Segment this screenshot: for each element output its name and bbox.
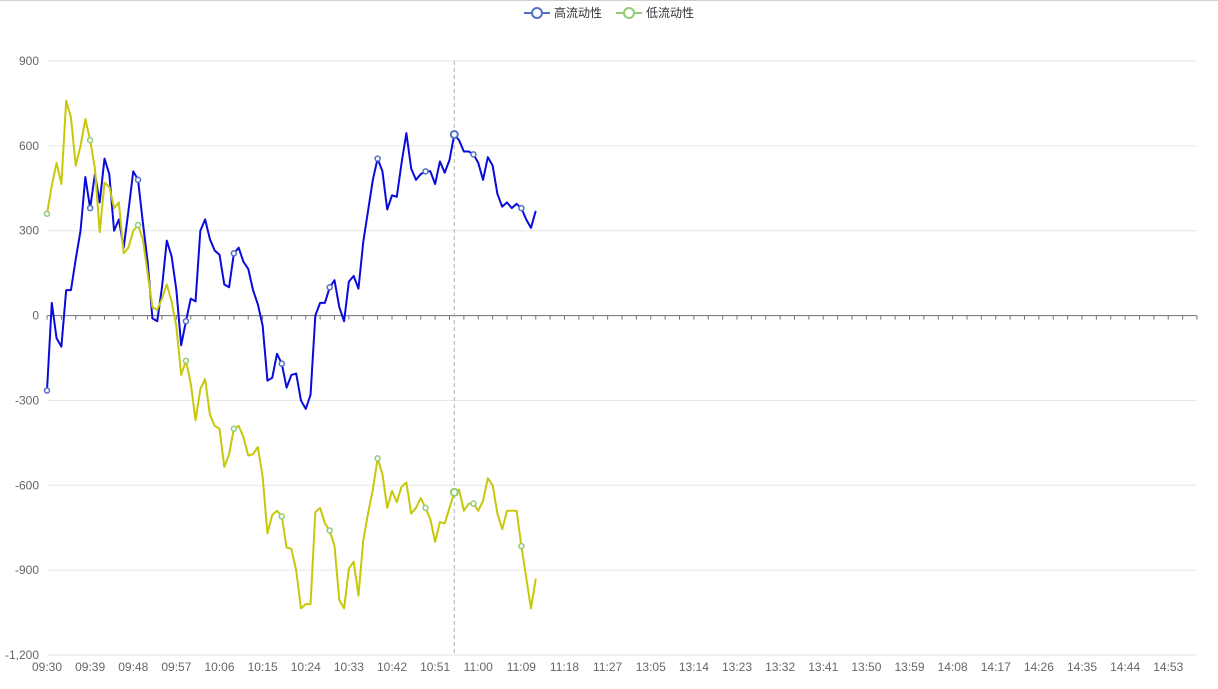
data-point[interactable] [134,176,142,184]
x-tick-label: 14:44 [1110,660,1140,674]
x-tick-label: 14:53 [1153,660,1183,674]
series-line[interactable] [46,99,537,610]
x-tick-label: 13:14 [679,660,709,674]
x-tick-label: 09:30 [32,660,62,674]
hover-point[interactable] [449,130,459,140]
data-point[interactable] [470,151,477,158]
y-tick-label: 0 [32,309,39,323]
legend-item-high-liquidity[interactable]: 高流动性 [523,4,602,21]
x-tick-label: 11:00 [464,660,493,674]
x-tick-label: 10:24 [291,660,321,674]
x-tick-label: 13:59 [894,660,924,674]
data-point[interactable] [518,542,525,550]
legend-swatch-high-icon [523,6,550,19]
data-point[interactable] [182,357,190,365]
data-point[interactable] [278,360,286,367]
x-tick-label: 13:05 [636,660,666,674]
data-point[interactable] [86,136,94,144]
series-line[interactable] [46,132,537,410]
legend: 高流动性 低流动性 [0,4,1218,21]
y-tick-label: -600 [15,478,39,492]
x-tick-label: 09:39 [75,660,105,674]
series-0 [43,130,537,410]
y-axis: 900 600 300 0 -300 -600 -900 -1,200 [5,54,39,662]
x-tick-label: 10:06 [204,660,234,674]
x-tick-label: 11:27 [593,660,622,674]
y-tick-label: -900 [15,563,39,577]
x-tick-label: 10:15 [248,660,278,674]
x-tick-label: 09:48 [118,660,148,674]
y-tick-label: 600 [19,139,39,153]
data-point[interactable] [43,387,51,394]
x-tick-label: 14:35 [1067,660,1097,674]
grid-lines [47,60,1197,656]
data-point[interactable] [230,425,238,432]
x-tick-label: 09:57 [161,660,191,674]
x-tick-label: 11:18 [550,660,579,674]
y-tick-label: 300 [19,224,39,238]
y-tick-label: -300 [15,393,39,407]
x-tick-label: 11:09 [507,660,536,674]
data-point[interactable] [278,513,286,520]
legend-swatch-low-icon [616,6,642,19]
series-1 [43,99,537,610]
legend-label-low: 低流动性 [646,6,695,20]
data-point[interactable] [134,221,142,229]
data-point[interactable] [326,284,333,291]
data-point[interactable] [43,210,51,217]
data-point[interactable] [182,317,190,325]
data-point[interactable] [470,500,477,507]
y-tick-label: 900 [19,54,39,68]
x-tick-label: 13:32 [765,660,795,674]
x-tick-label: 10:42 [377,660,407,674]
x-tick-label: 14:17 [981,660,1011,674]
hover-point[interactable] [449,487,459,497]
x-tick-label: 13:41 [808,660,838,674]
x-tick-label: 10:51 [420,660,450,674]
legend-item-low-liquidity[interactable]: 低流动性 [616,4,694,21]
x-axis: 09:30 09:39 09:48 09:57 10:06 10:15 10:24 10:33… [32,315,1198,674]
data-point[interactable] [230,250,238,257]
x-tick-label: 13:50 [851,660,881,674]
legend-label-high: 高流动性 [553,6,602,20]
series-group [43,99,537,610]
data-point[interactable] [374,455,381,462]
data-point[interactable] [518,204,525,212]
top-border [0,0,1218,1]
data-point[interactable] [326,527,333,534]
x-tick-label: 13:23 [722,660,752,674]
x-tick-label: 10:33 [334,660,364,674]
x-tick-label: 14:26 [1024,660,1054,674]
y-tick-label: -1,200 [5,648,39,662]
data-point[interactable] [374,155,381,162]
data-point[interactable] [86,204,94,212]
x-tick-label: 14:08 [938,660,968,674]
data-point[interactable] [422,504,429,512]
data-point[interactable] [422,168,429,175]
